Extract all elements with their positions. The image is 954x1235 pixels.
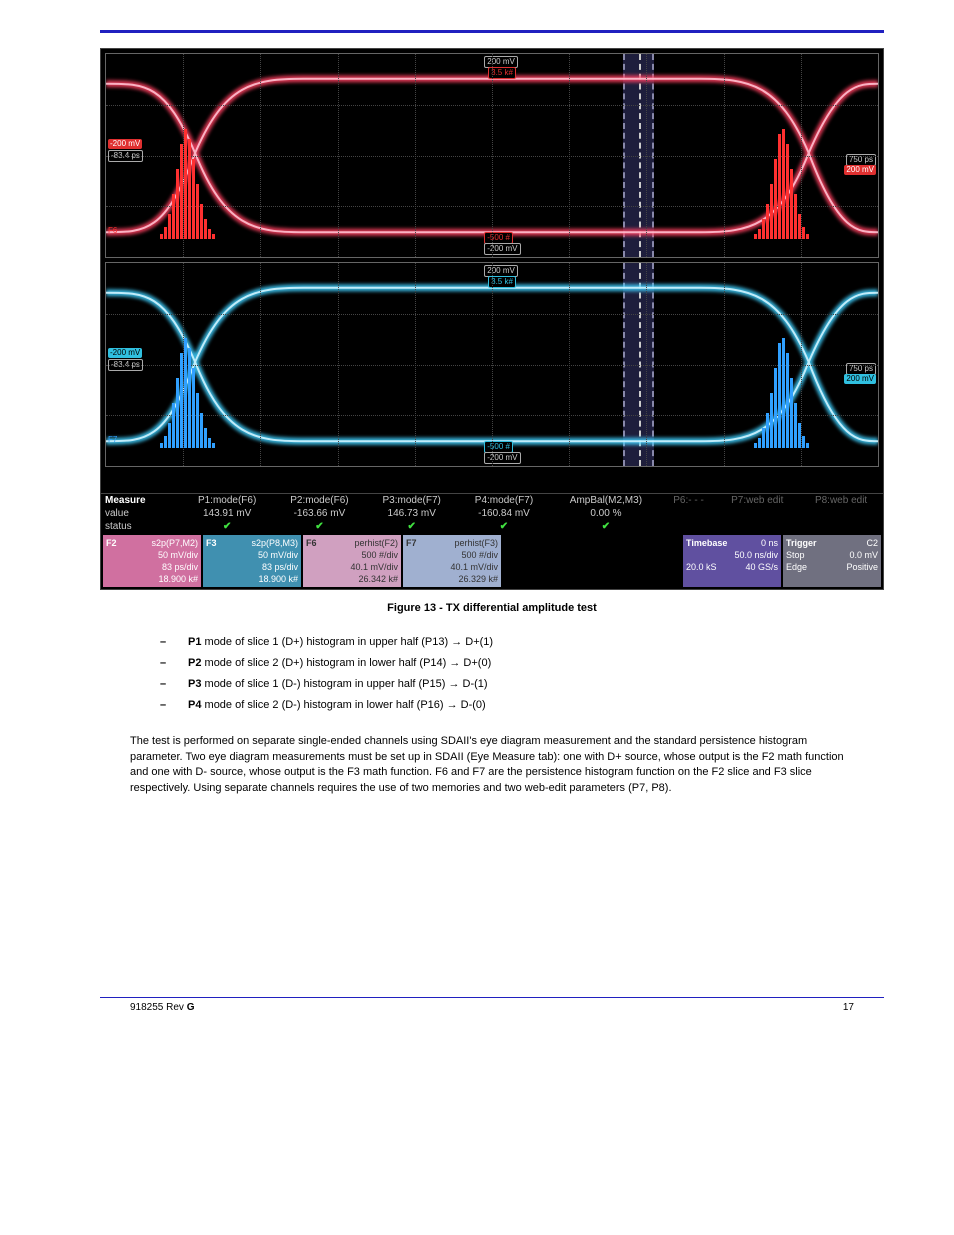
oscilloscope-display: LeCroy F6 200 mV 3.5 k# <box>100 48 884 590</box>
panel-timebase[interactable]: Timebase0 ns50.0 ns/div20.0 kS40 GS/s <box>683 535 781 587</box>
panel-trigger[interactable]: TriggerC2Stop0.0 mVEdgePositive <box>783 535 881 587</box>
panel-F3[interactable]: F3s2p(P8,M3)50 mV/div83 ps/div18.900 k# <box>203 535 301 587</box>
badge-left-v-b: -200 mV <box>108 348 142 358</box>
badge-bot-scale-b: -200 mV <box>484 452 520 464</box>
panel-F6[interactable]: F6perhist(F2)500 #/div40.1 mV/div26.342 … <box>303 535 401 587</box>
channel-label-bot: F7 <box>108 435 117 444</box>
bullet-list: –P1 mode of slice 1 (D+) histogram in up… <box>160 632 884 716</box>
badge-bot-scale: -200 mV <box>484 243 520 255</box>
measure-table: MeasureP1:mode(F6)P2:mode(F6)P3:mode(F7)… <box>101 493 883 533</box>
eye-diagram-bottom: F7 200 mV 3.5 k# -200 mV -83.4 ps 750 ps… <box>105 262 879 467</box>
panel-F7[interactable]: F7perhist(F3)500 #/div40.1 mV/div26.329 … <box>403 535 501 587</box>
eye-diagram-top: F6 200 mV 3.5 k# -200 mV -83.4 ps 750 ps… <box>105 53 879 258</box>
channel-label-top: F6 <box>108 226 117 235</box>
panel-F2[interactable]: F2s2p(P7,M2)50 mV/div83 ps/div18.900 k# <box>103 535 201 587</box>
info-panels: F2s2p(P7,M2)50 mV/div83 ps/div18.900 k#F… <box>101 533 883 589</box>
badge-right-v: 200 mV <box>844 165 876 175</box>
badge-left-v: -200 mV <box>108 139 142 149</box>
figure-caption: Figure 13 - TX differential amplitude te… <box>100 602 884 614</box>
badge-right-v-b: 200 mV <box>844 374 876 384</box>
description-paragraph: The test is performed on separate single… <box>130 734 854 798</box>
page-footer: 918255 Rev G 17 <box>130 1002 854 1013</box>
